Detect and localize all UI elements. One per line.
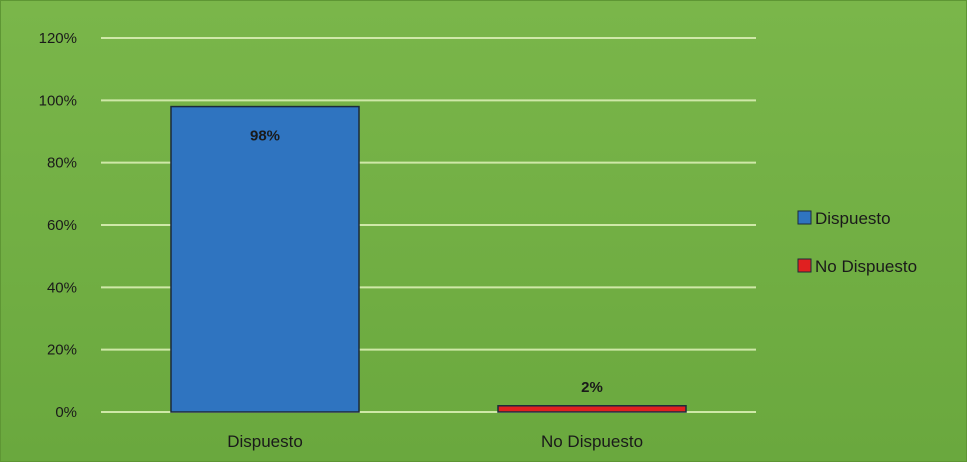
y-tick-label: 120% bbox=[39, 30, 77, 47]
y-tick-label: 60% bbox=[47, 217, 77, 234]
x-axis-categories: Dispuesto No Dispuesto bbox=[227, 432, 643, 451]
legend-label: Dispuesto bbox=[815, 209, 891, 228]
y-tick-label: 0% bbox=[55, 404, 77, 421]
legend: Dispuesto No Dispuesto bbox=[797, 209, 917, 276]
data-label: 2% bbox=[581, 379, 603, 396]
y-tick-label: 80% bbox=[47, 155, 77, 172]
x-category-label: Dispuesto bbox=[227, 432, 303, 451]
bar-no-dispuesto bbox=[497, 405, 687, 413]
data-label: 98% bbox=[250, 128, 280, 145]
y-tick-label: 40% bbox=[47, 279, 77, 296]
x-category-label: No Dispuesto bbox=[541, 432, 643, 451]
bar-dispuesto bbox=[170, 105, 360, 413]
bars: 98% 2% bbox=[170, 105, 687, 413]
legend-swatch bbox=[797, 258, 812, 273]
legend-swatch bbox=[797, 210, 812, 225]
y-tick-label: 20% bbox=[47, 342, 77, 359]
y-axis-ticks: 0% 20% 40% 60% 80% 100% 120% bbox=[39, 30, 77, 421]
legend-label: No Dispuesto bbox=[815, 257, 917, 276]
y-tick-label: 100% bbox=[39, 92, 77, 109]
